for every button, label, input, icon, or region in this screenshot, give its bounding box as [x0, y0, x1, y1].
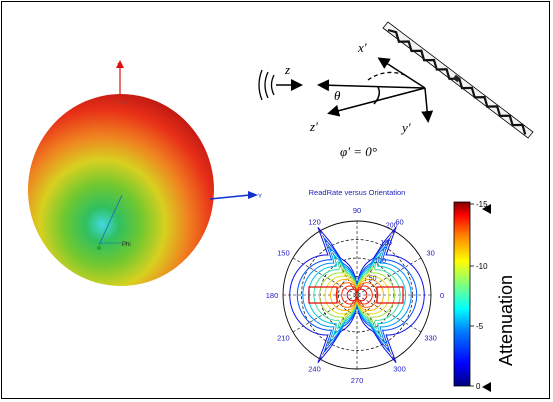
geometry-diagram: z x' θ z' y' φ' = 0° [258, 21, 534, 159]
z-prime-label: z' [309, 119, 318, 134]
polar-radial-label: 150 [380, 240, 392, 247]
x-prime-label: x' [357, 40, 367, 55]
polar-angle-label: 270 [351, 376, 364, 385]
polar-contour-0 [289, 226, 425, 364]
y-prime-arrow [421, 87, 434, 123]
polar-hotspot-right [376, 286, 404, 304]
polar-angle-label: 90 [353, 206, 361, 215]
y-axis-label: Y [258, 194, 262, 200]
polar-contours [289, 226, 425, 364]
polar-angle-label: 300 [393, 365, 406, 374]
wave-arc-3 [270, 74, 275, 96]
colorbar-tick-label: -15 [476, 200, 488, 209]
colorbar-label: Attenuation [496, 275, 516, 366]
polar-contour-6 [324, 272, 390, 318]
phi-pointer-line [98, 194, 123, 246]
radiation-pattern-3d: z Theta Y Phi [28, 60, 262, 286]
polar-angle-label: 330 [424, 334, 437, 343]
colorbar-tick-label: 0 [476, 382, 481, 391]
y-prime-label: y' [400, 120, 411, 135]
phi-marker-dot [97, 246, 101, 250]
z-axis-arrowhead [116, 60, 124, 68]
colorbar-gradient [453, 201, 471, 387]
tag-chip [452, 74, 461, 83]
y-axis-arrowhead [248, 191, 258, 199]
polar-title: ReadRate versus Orientation [309, 188, 406, 197]
y-axis-line [209, 194, 251, 200]
z-label: z [284, 62, 290, 77]
polar-angle-label: 150 [277, 249, 290, 258]
polar-angle-label: 180 [266, 291, 279, 300]
polar-inner-ring-2 [301, 239, 413, 351]
polar-radial-label: 50 [369, 275, 377, 282]
phi-equation: φ' = 0° [340, 144, 377, 159]
polar-plot: ReadRate versus Orientation 906030033030… [266, 188, 444, 385]
colorbar-ticks: -15 -10 -5 0 [470, 200, 488, 391]
polar-radial-label: 100 [374, 258, 386, 265]
theta-arc [373, 86, 381, 105]
polar-contour-9 [341, 285, 373, 305]
wave-arc-1 [258, 69, 263, 101]
colorbar: -15 -10 -5 0 Attenuation [453, 200, 516, 392]
polar-angle-label: 210 [277, 334, 290, 343]
theta-label: Theta [114, 100, 127, 106]
theta-symbol: θ [334, 88, 341, 103]
rotation-arc-dashed [367, 71, 406, 81]
polar-angle-label: 30 [426, 249, 434, 258]
polar-radial-label: 200 [386, 223, 398, 230]
polar-contour-7 [330, 278, 384, 312]
polar-contour-2 [302, 246, 412, 344]
polar-radial-labels: 200 150 100 50 [369, 223, 398, 283]
colorbar-tick-label: -10 [476, 262, 488, 271]
colorbar-bottom-pointer [482, 382, 491, 392]
polar-hotspot-left [308, 286, 338, 304]
polar-contour-5 [318, 266, 396, 324]
colorbar-tick-label: -5 [476, 322, 484, 331]
z-direction-arrow [317, 79, 426, 92]
polar-angle-label: 0 [440, 291, 444, 300]
x-prime-arrow [377, 57, 426, 89]
polar-angle-label: 120 [308, 217, 321, 226]
polar-contour-1 [296, 237, 418, 353]
polar-angle-label: 240 [308, 365, 321, 374]
polar-contour-3 [307, 253, 407, 337]
phi-label: Phi [122, 242, 131, 248]
polar-contour-10 [346, 288, 368, 302]
colorbar-top-pointer [482, 204, 491, 214]
polar-contour-8 [335, 282, 379, 308]
z-axis-label: z [117, 62, 121, 69]
wave-arc-2 [264, 71, 269, 99]
polar-contour-4 [313, 261, 401, 329]
radiation-sphere [28, 94, 214, 286]
polar-angle-label: 60 [395, 217, 403, 226]
rfid-tag [382, 21, 534, 139]
